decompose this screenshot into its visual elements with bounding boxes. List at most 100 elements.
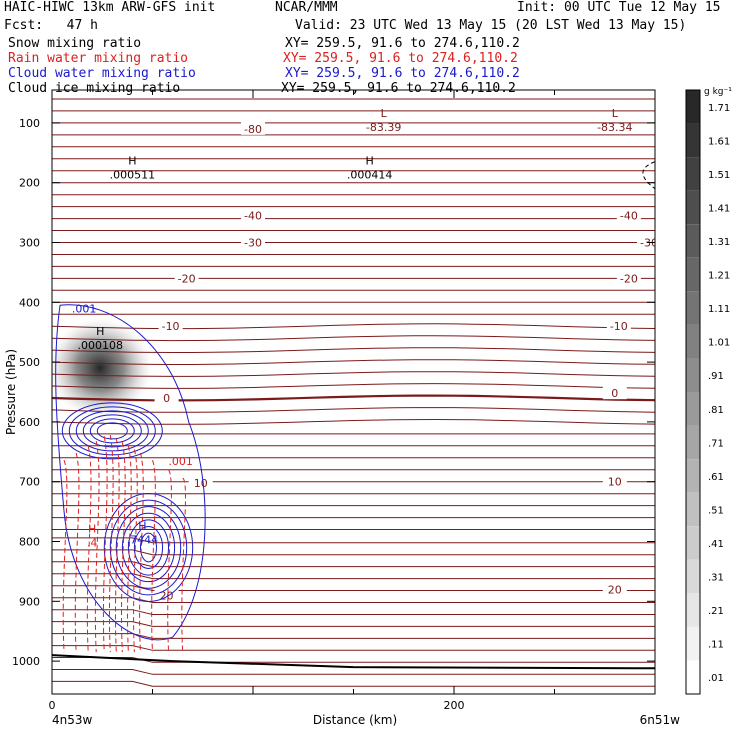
isotherm-label: -20 (616, 271, 641, 285)
extremum-annotation: H.000414 (347, 155, 393, 182)
isotherm-line (52, 407, 655, 413)
isotherm-line (52, 669, 655, 675)
rain-water-contour (181, 477, 186, 653)
colorbar-swatch (686, 358, 700, 392)
colorbar-swatch (686, 392, 700, 426)
svg-text:10: 10 (194, 477, 208, 490)
cloud-water-contour (89, 418, 135, 444)
colorbar-swatch (686, 324, 700, 359)
svg-text:.000108: .000108 (77, 339, 123, 352)
svg-text:H: H (96, 325, 104, 338)
colorbar: 1.71 1.61 1.51 1.41 1.31 1.21 1.11 1.01 .91 .81 .7… (685, 87, 732, 695)
isotherm-line (52, 633, 655, 639)
rain-water-contour (167, 469, 172, 653)
rain-water-contour (102, 436, 108, 653)
isotherm-line (52, 537, 655, 544)
ground-line (52, 654, 655, 670)
cloud-water-contour (96, 422, 128, 440)
y-axis-label: Pressure (hPa) (4, 349, 18, 435)
extremum-annotation: H.7444 (127, 520, 159, 547)
cloud-water-contour (127, 519, 170, 576)
isotherm-line (52, 657, 655, 663)
svg-text:L: L (612, 107, 619, 120)
x-tick-label: 0 (49, 699, 56, 712)
colorbar-swatch (686, 123, 700, 158)
rain-water-contour (121, 442, 126, 653)
colorbar-swatch (686, 291, 700, 325)
y-tick-label: 800 (19, 536, 40, 549)
cloud-water-contour (103, 492, 194, 602)
isotherm-label: -80 (241, 121, 265, 136)
field-cloudice-xy: XY= 259.5, 91.6 to 274.6,110.2 (281, 81, 516, 96)
cloud-water-contour (115, 506, 182, 589)
isotherm-label: 0 (602, 386, 627, 400)
svg-text:H: H (365, 155, 373, 168)
isotherm-line (52, 597, 655, 603)
y-tick-label: 100 (19, 117, 40, 130)
svg-text:-30: -30 (244, 236, 262, 249)
cloud-water-contour (121, 512, 176, 583)
extremum-annotation: H.000511 (110, 155, 156, 182)
colorbar-tick-label: 1.31 (708, 237, 730, 248)
svg-text:H: H (128, 155, 136, 168)
valid-time: Valid: 23 UTC Wed 13 May 15 (20 LST Wed … (295, 18, 687, 33)
isotherm-line (52, 335, 655, 342)
colorbar-tick-label: .91 (708, 371, 724, 382)
y-tick-label: 1000 (12, 655, 40, 668)
contour-label: .001 (168, 455, 193, 468)
cloud-ice-shading (52, 318, 152, 418)
colorbar-swatch (686, 626, 700, 661)
isotherm-line (52, 585, 655, 591)
y-tick-label: 200 (19, 177, 40, 190)
x-axis-label: Distance (km) (313, 713, 397, 727)
isotherm-line (52, 347, 655, 353)
colorbar-tick-label: .71 (708, 438, 724, 449)
y-tick-label: 500 (19, 356, 40, 369)
cloud-water-outer-contour (55, 304, 206, 641)
extremum-annotation: L-83.39 (366, 107, 401, 134)
isotherm-line (52, 645, 655, 651)
cloud-water-contour (133, 525, 164, 569)
cloud-water-contour (82, 414, 142, 448)
svg-text:-80: -80 (244, 123, 262, 136)
rain-water-contour (151, 459, 156, 653)
colorbar-tick-label: .21 (708, 606, 724, 617)
colorbar-tick-label: 1.51 (708, 170, 730, 181)
isotherm-line (52, 359, 655, 365)
field-rain-xy: XY= 259.5, 91.6 to 274.6,110.2 (283, 51, 518, 66)
isotherm-label: 0 (154, 390, 179, 405)
svg-text:-40: -40 (244, 210, 262, 223)
isotherm-label: -10 (158, 319, 183, 333)
y-tick-label: 900 (19, 595, 40, 608)
isotherm-line (52, 609, 655, 615)
colorbar-swatch (686, 526, 700, 560)
isotherm-line (52, 418, 655, 425)
isotherm-line (52, 323, 655, 330)
field-cloudwater-name: Cloud water mixing ratio (8, 66, 196, 81)
svg-text:-10: -10 (162, 320, 180, 333)
field-cloudwater-xy: XY= 259.5, 91.6 to 274.6,110.2 (285, 66, 520, 81)
y-tick-label: 400 (19, 296, 40, 309)
svg-text:-20: -20 (620, 272, 638, 285)
cloud-water-contour (75, 410, 149, 452)
colorbar-tick-label: 1.21 (708, 271, 730, 282)
colorbar-swatch (686, 660, 700, 694)
rain-water-contour (114, 438, 120, 653)
field-snow-xy: XY= 259.5, 91.6 to 274.6,110.2 (285, 36, 520, 51)
svg-text:20: 20 (608, 583, 622, 596)
isotherm-label: 20 (602, 582, 627, 596)
colorbar-tick-label: 1.01 (708, 338, 730, 349)
svg-text:H: H (138, 520, 146, 533)
isotherm-line (52, 394, 655, 402)
rain-water-contour (108, 434, 114, 653)
isotherm-line (52, 621, 655, 627)
x-end-label: 6n51w (640, 713, 681, 727)
colorbar-swatch (686, 593, 700, 627)
field-snow-name: Snow mixing ratio (8, 36, 142, 51)
isotherm-line (52, 573, 655, 580)
rain-water-contour (127, 445, 132, 653)
isotherm-label: 10 (602, 474, 627, 489)
